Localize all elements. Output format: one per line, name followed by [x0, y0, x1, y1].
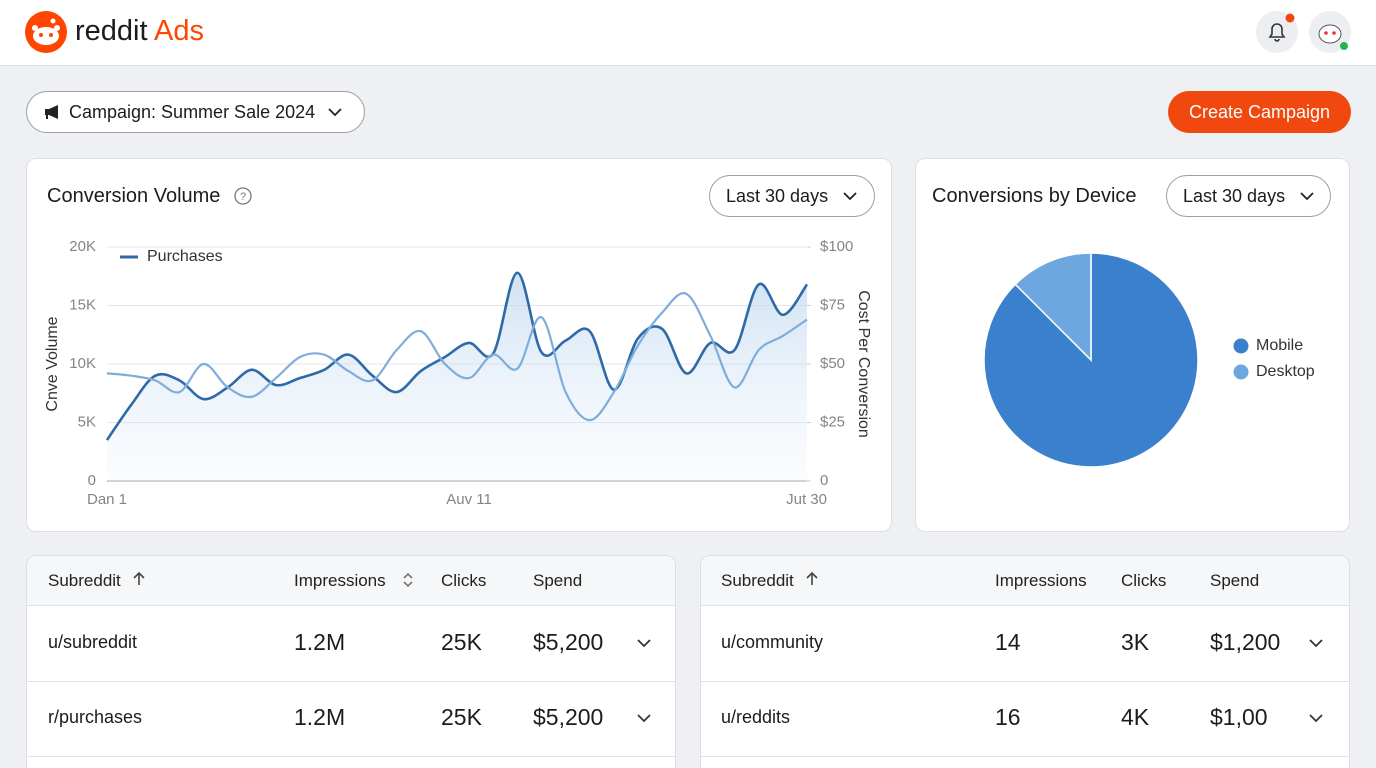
- table-cell: 16: [995, 704, 1021, 730]
- table-row[interactable]: u/reddits 16 4K $1,00: [701, 681, 1349, 757]
- table-cell: u/community: [721, 632, 824, 652]
- brand-name: reddit: [75, 15, 148, 47]
- table-row[interactable]: r/purchases 1.2M 25K $5,200: [27, 681, 675, 757]
- range-label: Last 30 days: [726, 185, 829, 206]
- create-campaign-button[interactable]: Create Campaign: [1168, 91, 1351, 133]
- column-header[interactable]: Spend: [1210, 571, 1260, 590]
- header-icons: [1256, 11, 1351, 53]
- table-cell: 25K: [441, 704, 482, 730]
- table-cell: u/reddits: [721, 707, 791, 727]
- column-header[interactable]: Impressions: [294, 571, 386, 590]
- campaign-selector[interactable]: Campaign: Summer Sale 2024: [26, 91, 365, 133]
- column-header[interactable]: Impressions: [995, 571, 1087, 590]
- expand-icon[interactable]: [1307, 634, 1325, 652]
- sort-icon[interactable]: [130, 570, 148, 588]
- line-chart-card: Conversion Volume ? Last 30 days: [26, 158, 892, 532]
- table-cell: $1,200: [1210, 629, 1281, 655]
- top-bar: reddit Ads: [0, 0, 1376, 66]
- range-label: Last 30 days: [1183, 185, 1286, 206]
- column-header[interactable]: Clicks: [441, 571, 487, 590]
- table-cell: 4K: [1121, 704, 1150, 730]
- column-header[interactable]: Subreddit: [48, 571, 121, 590]
- table-cell: r/purchases: [48, 707, 143, 727]
- table-cell: $5,200: [533, 704, 604, 730]
- range-selector[interactable]: Last 30 days: [1166, 175, 1331, 217]
- card-title: Conversion Volume: [47, 185, 221, 207]
- expand-icon[interactable]: [635, 709, 653, 727]
- table-cell: 3K: [1121, 629, 1150, 655]
- table-cell: 25K: [441, 629, 482, 655]
- megaphone-icon: [45, 105, 58, 119]
- table-row[interactable]: u/subreddit 1.2M 25K $5,200: [27, 606, 675, 682]
- table-row[interactable]: u/community 14 3K $1,200: [701, 606, 1349, 682]
- column-header[interactable]: Spend: [533, 571, 583, 590]
- svg-text:?: ?: [240, 191, 246, 203]
- table-cell: 14: [995, 629, 1021, 655]
- expand-icon[interactable]: [635, 634, 653, 652]
- chevron: [328, 108, 342, 117]
- help-icon[interactable]: ?: [233, 186, 253, 206]
- table-header: Subreddit Impressions Clicks Spend: [27, 556, 675, 606]
- brand: reddit Ads: [75, 15, 204, 48]
- expand-icon[interactable]: [1307, 709, 1325, 727]
- table-cell: u/subreddit: [48, 632, 138, 652]
- logo[interactable]: [24, 10, 68, 54]
- table-cell: 1.2M: [294, 704, 346, 730]
- pie-chart-card: Conversions by Device Last 30 days: [915, 158, 1350, 532]
- range-selector[interactable]: Last 30 days: [709, 175, 875, 217]
- table-cell: $5,200: [533, 629, 604, 655]
- column-header[interactable]: Clicks: [1121, 571, 1167, 590]
- column-header[interactable]: Subreddit: [721, 571, 794, 590]
- table-cell: 1.2M: [294, 629, 346, 655]
- subreddit-table: Subreddit Impressions Clicks Spend u/subredd…: [26, 555, 676, 768]
- sort-icon[interactable]: [399, 571, 417, 589]
- card-title: Conversions by Device: [932, 185, 1137, 207]
- table-cell: $1,00: [1210, 704, 1268, 730]
- subreddit-table: Subreddit Impressions Clicks Spend u/communi…: [700, 555, 1350, 768]
- table-header: Subreddit Impressions Clicks Spend: [701, 556, 1349, 606]
- sort-icon[interactable]: [803, 570, 821, 588]
- product-name: Ads: [154, 15, 204, 47]
- campaign-name: Campaign: Summer Sale 2024: [69, 101, 316, 122]
